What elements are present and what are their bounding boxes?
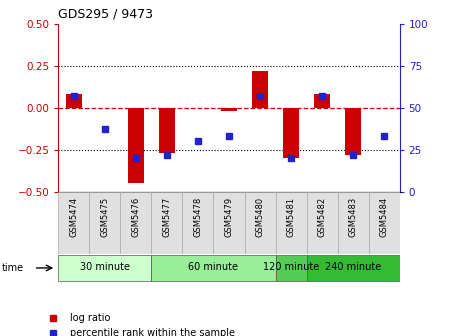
Bar (213, 192, 245, 254)
Bar (89, 192, 120, 254)
Bar (276, 192, 307, 254)
Bar (128, 108, 144, 183)
Text: 120 minute: 120 minute (263, 262, 319, 272)
Text: GSM5481: GSM5481 (286, 197, 295, 237)
Text: log ratio: log ratio (70, 312, 110, 323)
Bar (182, 192, 213, 254)
Bar (151, 192, 182, 254)
Text: GDS295 / 9473: GDS295 / 9473 (58, 8, 154, 21)
Text: percentile rank within the sample: percentile rank within the sample (70, 328, 234, 336)
Bar (159, 108, 175, 153)
Bar (307, 192, 338, 254)
Bar (221, 108, 237, 111)
Text: GSM5475: GSM5475 (101, 197, 110, 237)
Text: GSM5483: GSM5483 (348, 197, 357, 237)
Bar (338, 192, 369, 254)
Text: GSM5480: GSM5480 (255, 197, 264, 237)
Text: GSM5477: GSM5477 (163, 197, 172, 237)
Text: GSM5484: GSM5484 (379, 197, 388, 237)
Bar (276, 255, 307, 281)
Bar (314, 94, 330, 108)
Text: 240 minute: 240 minute (325, 262, 381, 272)
Text: GSM5476: GSM5476 (132, 197, 141, 237)
Bar (252, 71, 268, 108)
Bar (245, 192, 276, 254)
Text: 60 minute: 60 minute (189, 262, 238, 272)
Bar (369, 192, 400, 254)
Text: GSM5474: GSM5474 (70, 197, 79, 237)
Bar (58, 255, 151, 281)
Bar (66, 94, 82, 108)
Bar (283, 108, 299, 158)
Bar (345, 108, 361, 155)
Text: GSM5482: GSM5482 (317, 197, 326, 237)
Bar (151, 255, 276, 281)
Text: time: time (2, 263, 24, 273)
Bar (58, 192, 89, 254)
Bar (120, 192, 151, 254)
Text: GSM5479: GSM5479 (224, 197, 233, 237)
Text: GSM5478: GSM5478 (194, 197, 202, 237)
Bar (307, 255, 400, 281)
Text: 30 minute: 30 minute (80, 262, 130, 272)
